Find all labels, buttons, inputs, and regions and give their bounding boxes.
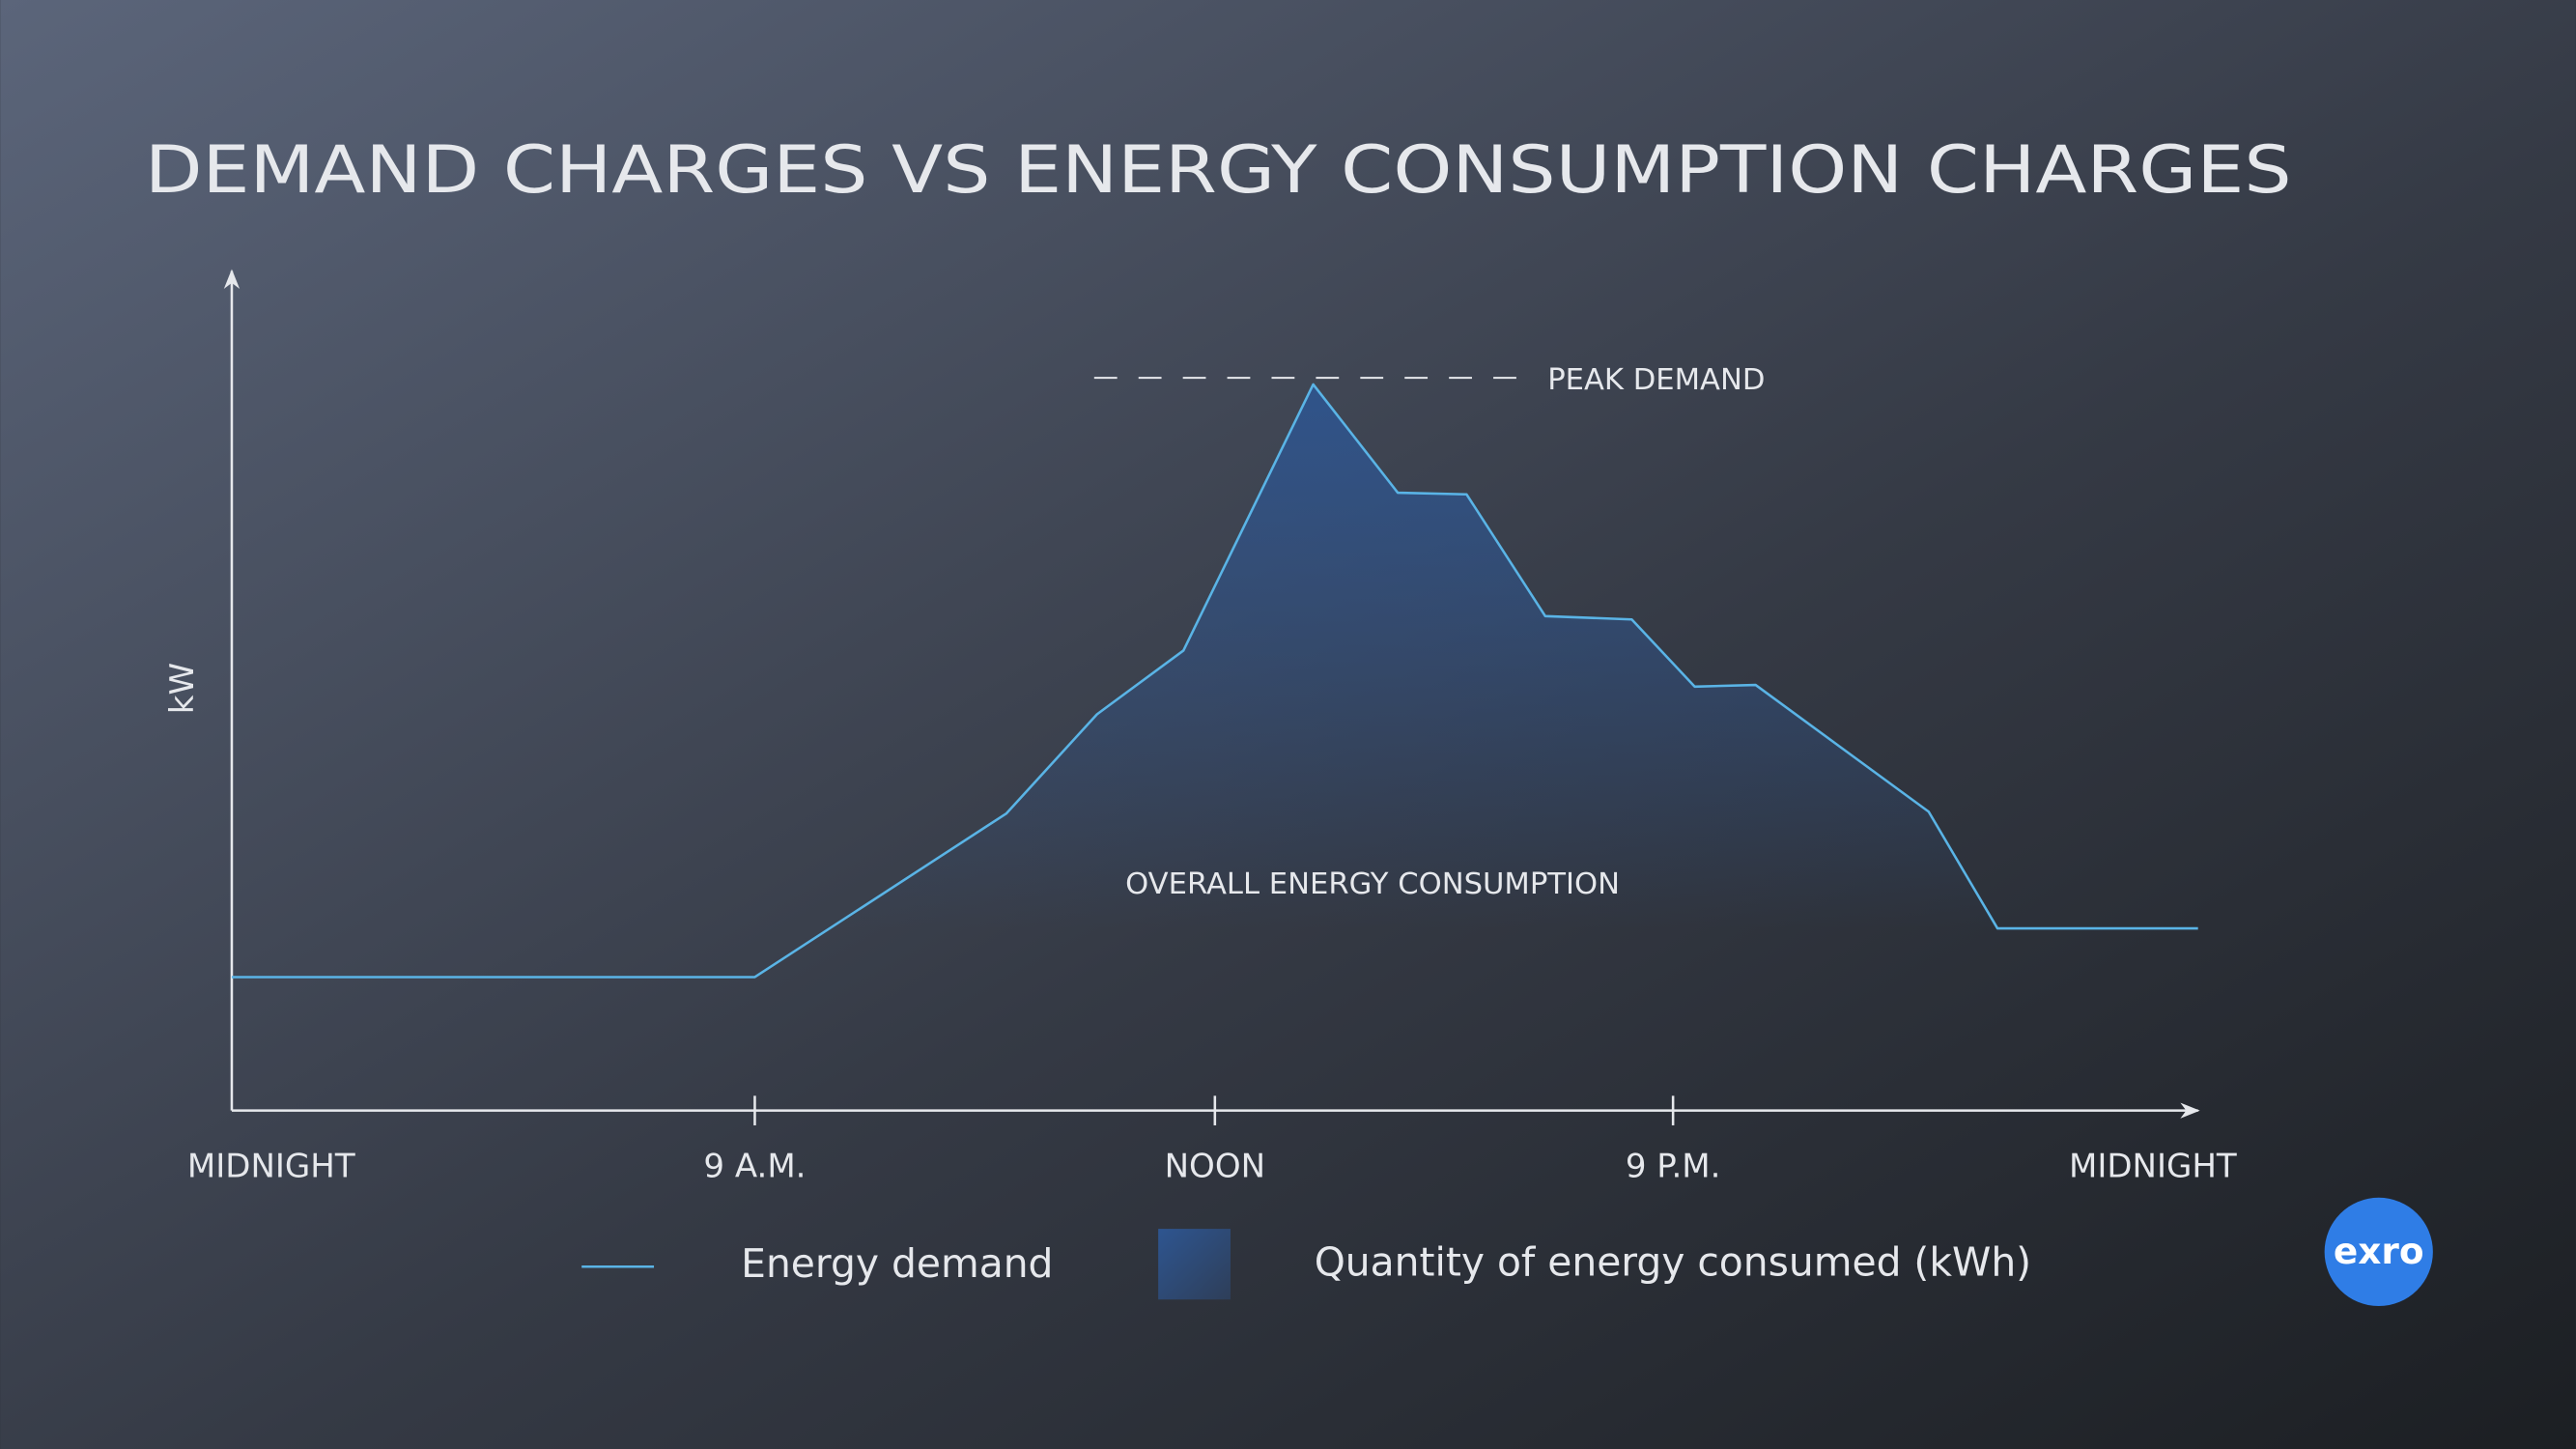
logo-badge: [2324, 1197, 2433, 1307]
x-tick-label: NOON: [1165, 1148, 1265, 1186]
annotation: OVERALL ENERGY CONSUMPTION: [1125, 867, 1620, 901]
line: [231, 383, 2198, 979]
x-tick-label: MIDNIGHT: [187, 1148, 355, 1186]
legend-swatch: [1158, 1229, 1231, 1300]
y-axis-label: kW: [163, 663, 202, 714]
annotation: PEAK DEMAND: [1547, 363, 1765, 397]
legend-label: Energy demand: [741, 1240, 1053, 1287]
legend-label: Quantity of energy consumed (kWh): [1315, 1239, 2031, 1286]
x-tick-label: 9 P.M.: [1626, 1148, 1721, 1186]
area: [231, 384, 2198, 1111]
x-tick-label: MIDNIGHT: [2069, 1148, 2237, 1186]
logo: exro: [2334, 1230, 2424, 1272]
chart-title: DEMAND CHARGES VS ENERGY CONSUMPTION CHA…: [145, 132, 2292, 209]
x-tick-label: 9 A.M.: [703, 1148, 806, 1186]
